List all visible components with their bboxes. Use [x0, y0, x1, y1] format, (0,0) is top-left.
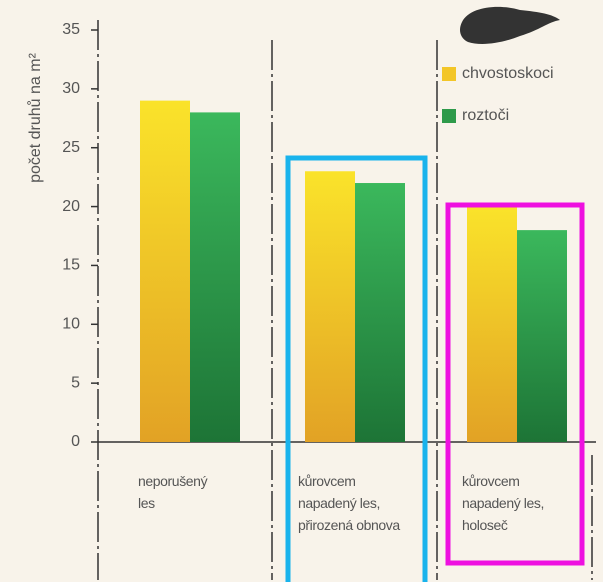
page: počet druhů na m² 0 5 10 15 20 25 30 35 chvostos… [0, 0, 603, 582]
legend-swatch [442, 67, 456, 81]
y-tick-label: 25 [62, 139, 80, 156]
y-tick-label: 0 [71, 433, 80, 450]
y-tick-label: 5 [71, 374, 80, 391]
insect-icon [460, 7, 560, 44]
x-tick-label: kůrovcem napadený les, holoseč [462, 470, 574, 536]
y-tick-label: 30 [62, 80, 80, 97]
y-tick-label: 10 [62, 316, 80, 333]
y-tick-label: 20 [62, 198, 80, 215]
y-tick-label: 15 [62, 257, 80, 274]
legend-label: chvostoskoci [462, 65, 554, 82]
legend-label: roztoči [462, 107, 509, 124]
x-tick-label: kůrovcem napadený les, přirozená obnova [298, 470, 410, 536]
bar [190, 112, 240, 442]
bar [355, 183, 405, 442]
bar [467, 207, 517, 442]
bar [517, 230, 567, 442]
bar [305, 171, 355, 442]
y-axis-label: počet druhů na m² [26, 52, 44, 183]
legend-swatch [442, 109, 456, 123]
x-tick-label: neporušený les [138, 470, 218, 514]
y-tick-label: 35 [62, 21, 80, 38]
bar [140, 101, 190, 442]
